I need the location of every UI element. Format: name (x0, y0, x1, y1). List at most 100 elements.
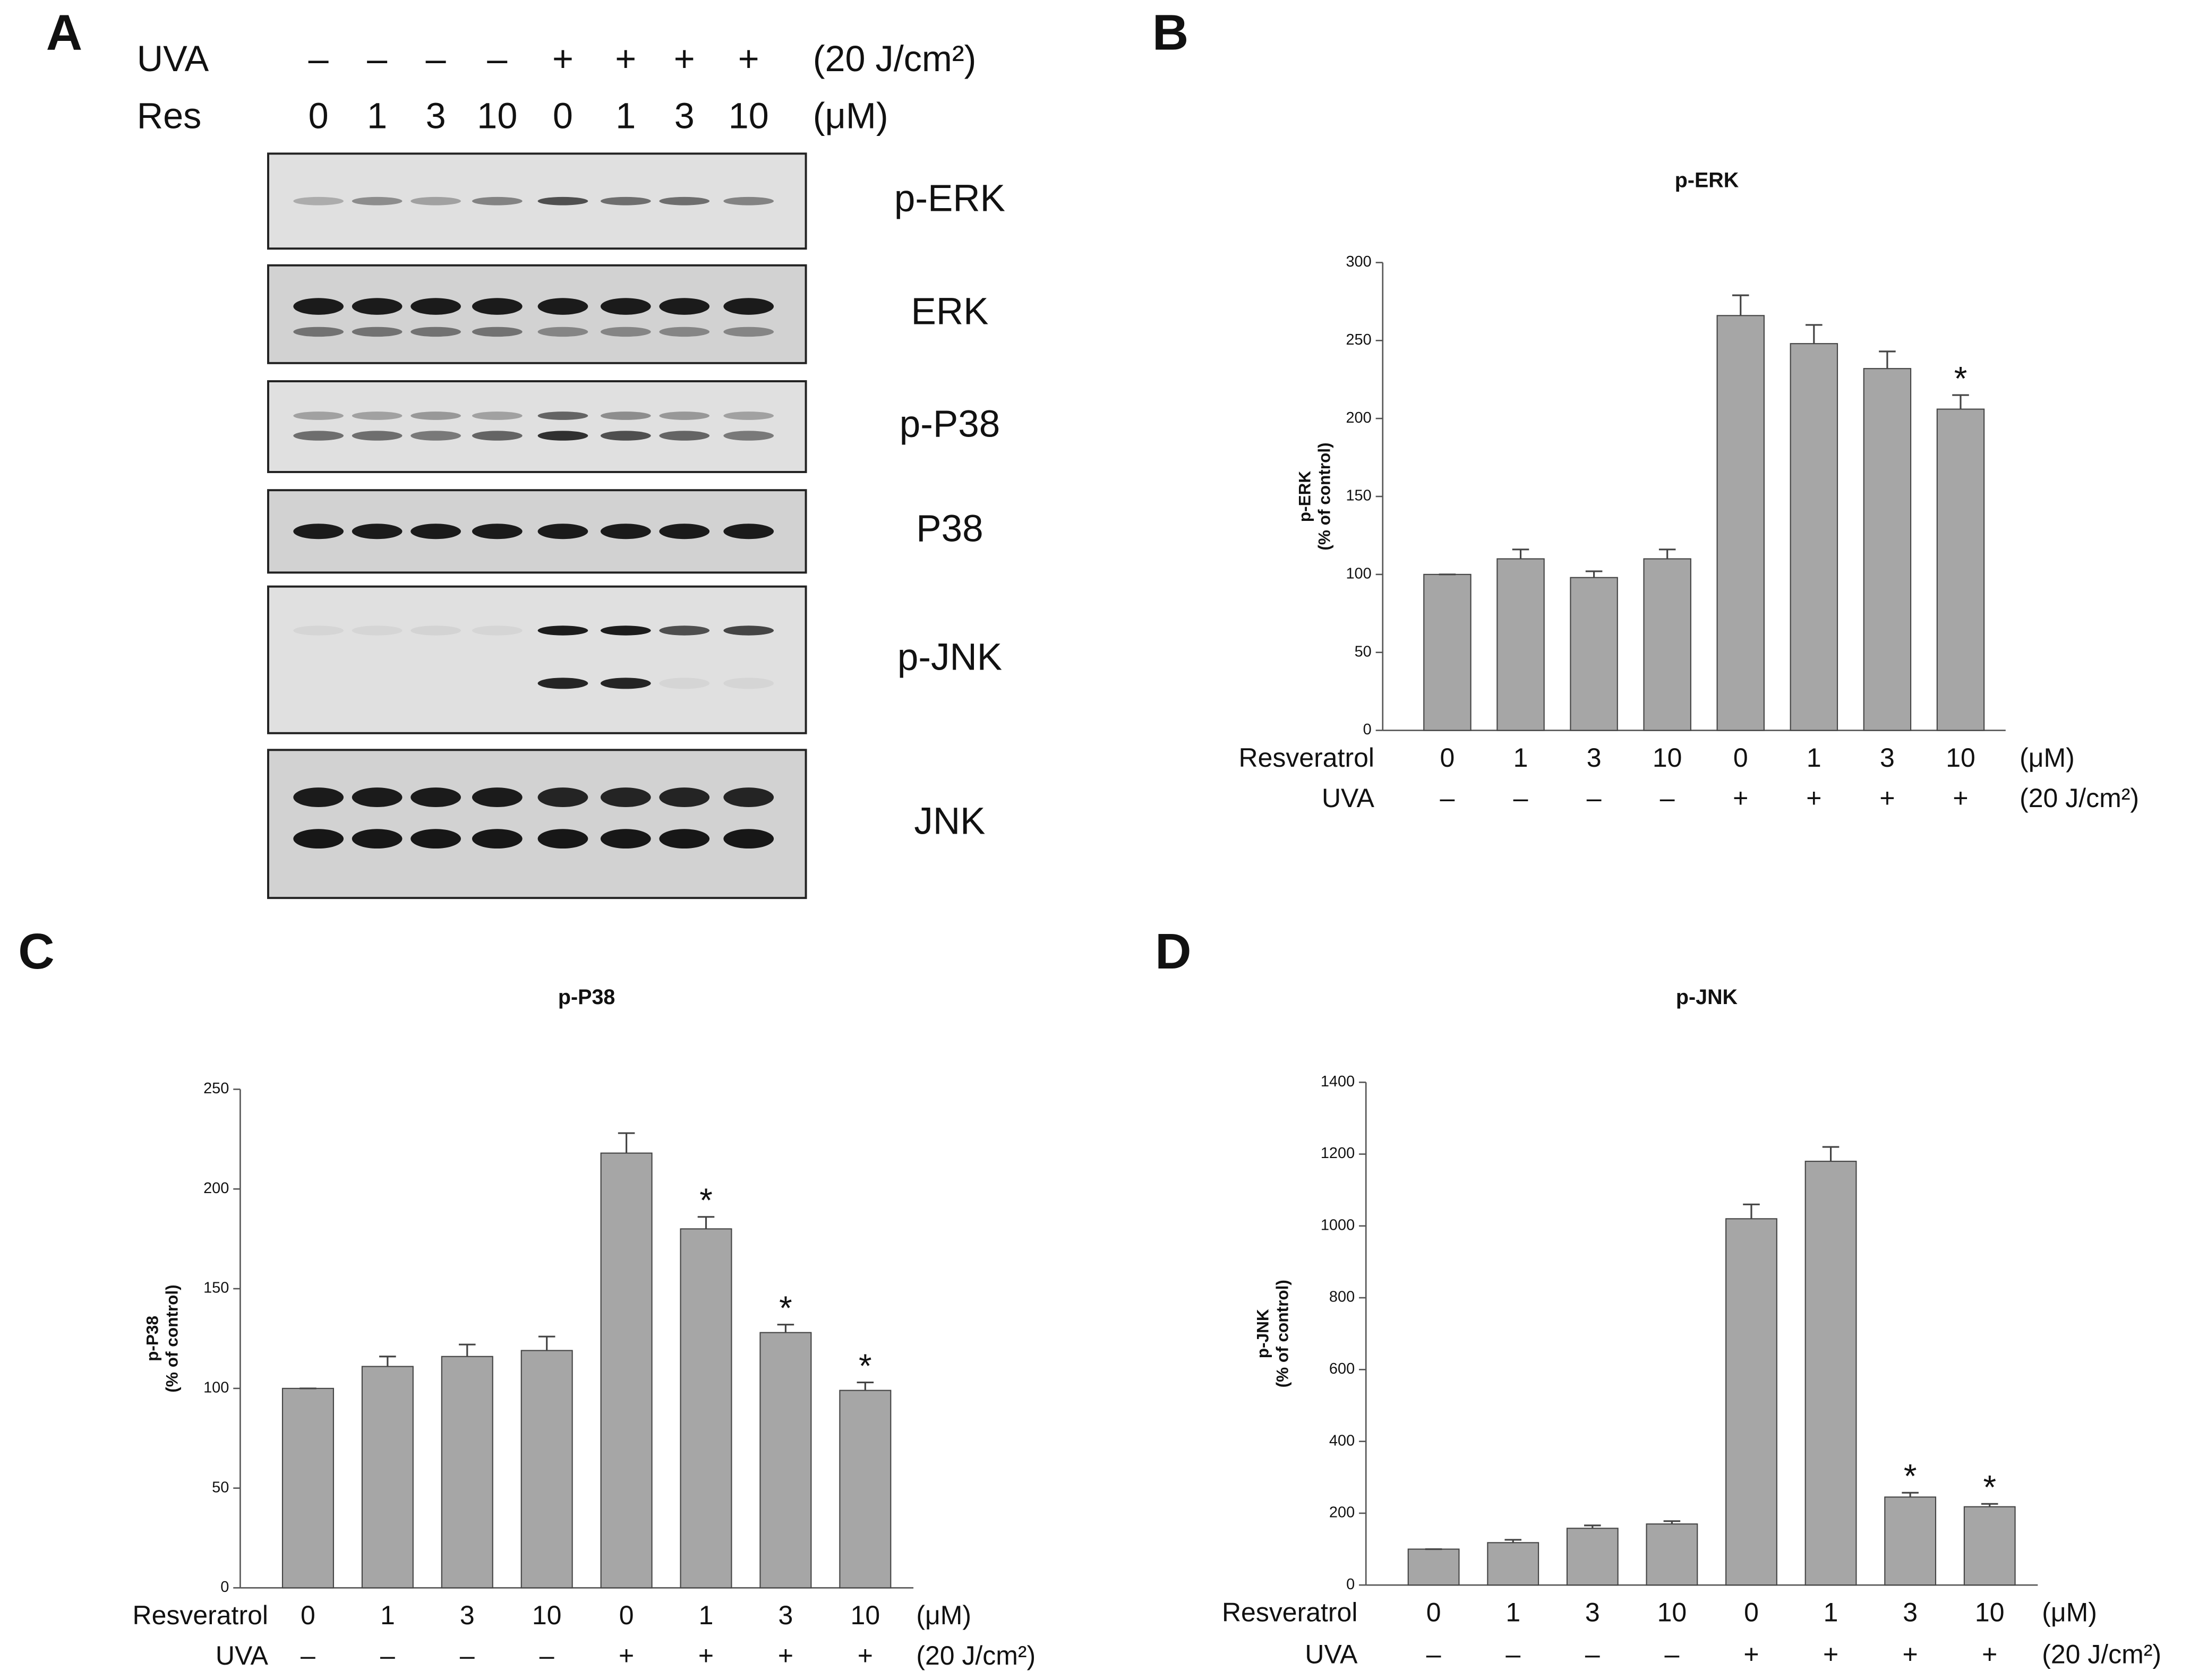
lane-label: – (426, 39, 446, 79)
blot-frame (267, 152, 807, 250)
bar (1963, 1506, 2016, 1586)
bar (839, 1390, 892, 1589)
blot-band (293, 829, 344, 849)
uva-row-label: UVA (216, 1641, 269, 1670)
bar (1863, 368, 1912, 731)
blot-band (472, 524, 523, 539)
y-tick-label: 100 (203, 1379, 229, 1396)
blot-band (537, 678, 588, 689)
y-tick-label: 150 (1346, 487, 1371, 504)
y-tick-label: 50 (1355, 643, 1372, 660)
uva-label: + (1733, 783, 1748, 813)
lane-label: 10 (729, 96, 769, 136)
x-tick-label: 1 (1824, 1598, 1838, 1627)
blot-band (723, 625, 774, 636)
category-row-label: Resveratrol (133, 1600, 268, 1630)
x-tick-label: 10 (1946, 743, 1975, 773)
error-bar (1658, 548, 1676, 559)
blot-band (600, 625, 651, 636)
blot-band (723, 524, 774, 539)
error-bar (1822, 1146, 1840, 1162)
uva-label: – (1513, 783, 1528, 813)
band-label: p-ERK (894, 177, 1005, 219)
y-tick-label: 100 (1346, 565, 1371, 582)
x-tick-label: 3 (1587, 743, 1602, 773)
y-tick-label: 1200 (1321, 1145, 1355, 1162)
x-tick-label: 3 (1880, 743, 1895, 773)
y-tick-label: 200 (1346, 409, 1371, 426)
blot-band (659, 524, 710, 539)
x-tick-label: 10 (1653, 743, 1682, 773)
blot-band (659, 625, 710, 636)
blot-band (472, 298, 523, 315)
y-tick-label: 250 (203, 1080, 229, 1097)
band-label: P38 (916, 508, 983, 550)
blot-band (293, 524, 344, 539)
uva-label: – (301, 1641, 315, 1670)
error-bar (777, 1324, 794, 1333)
uva-label: – (1440, 783, 1455, 813)
blot-band (600, 787, 651, 807)
uva-label: – (460, 1641, 475, 1670)
error-bar (458, 1343, 476, 1357)
blot-band (600, 431, 651, 441)
bar (1643, 558, 1691, 731)
y-axis-label: (% of control) (162, 1284, 181, 1392)
blot-band (537, 327, 588, 337)
blot-band (723, 196, 774, 205)
blot-band (600, 678, 651, 689)
blot-frame (267, 264, 807, 364)
blot-band (472, 196, 523, 205)
x-tick-label: 10 (1657, 1598, 1687, 1627)
error-bar (618, 1132, 635, 1153)
error-bar (1504, 1539, 1521, 1543)
blot-band (723, 327, 774, 337)
blot-band (537, 829, 588, 849)
category-row-label: Resveratrol (1239, 743, 1374, 773)
bar (600, 1152, 653, 1589)
uva-row-label: UVA (1322, 783, 1375, 813)
uva-label: + (1879, 783, 1895, 813)
blot-band (537, 412, 588, 420)
blot-band (293, 196, 344, 205)
significance-mark: * (1904, 1458, 1917, 1495)
row-label: Res (137, 96, 202, 136)
blot-band (537, 524, 588, 539)
y-tick-label: 200 (1329, 1504, 1355, 1521)
blot-band (537, 787, 588, 807)
uva-label: – (1664, 1639, 1679, 1669)
unit-label: (μM) (813, 96, 888, 136)
y-tick-label: 0 (1363, 721, 1372, 738)
bar (281, 1387, 334, 1589)
blot-band (600, 327, 651, 337)
error-bar (538, 1335, 555, 1351)
y-tick-label: 50 (212, 1479, 229, 1496)
lane-label: – (487, 39, 507, 79)
x-tick-label: 0 (619, 1600, 634, 1630)
uva-label: – (540, 1641, 554, 1670)
chart-title: p-ERK (1675, 168, 1739, 192)
band-label: ERK (911, 291, 988, 333)
blot-band (410, 829, 461, 849)
blot-band (723, 678, 774, 689)
blot-band (659, 678, 710, 689)
blot-band (600, 524, 651, 539)
row-label: UVA (137, 39, 209, 79)
blot-band (472, 829, 523, 849)
lane-label: 1 (615, 96, 636, 136)
blot-band (723, 829, 774, 849)
y-tick-label: 1400 (1321, 1073, 1355, 1090)
category-unit: (μM) (2042, 1598, 2097, 1627)
blot-band (472, 327, 523, 337)
x-tick-label: 3 (1585, 1598, 1600, 1627)
chart-title: p-JNK (1676, 985, 1738, 1009)
x-tick-label: 1 (699, 1600, 714, 1630)
bar (441, 1356, 493, 1589)
error-bar (1584, 1524, 1601, 1529)
blot-band (410, 196, 461, 205)
uva-label: – (1426, 1639, 1441, 1669)
error-bar (1952, 394, 1969, 409)
blot-band (723, 412, 774, 420)
